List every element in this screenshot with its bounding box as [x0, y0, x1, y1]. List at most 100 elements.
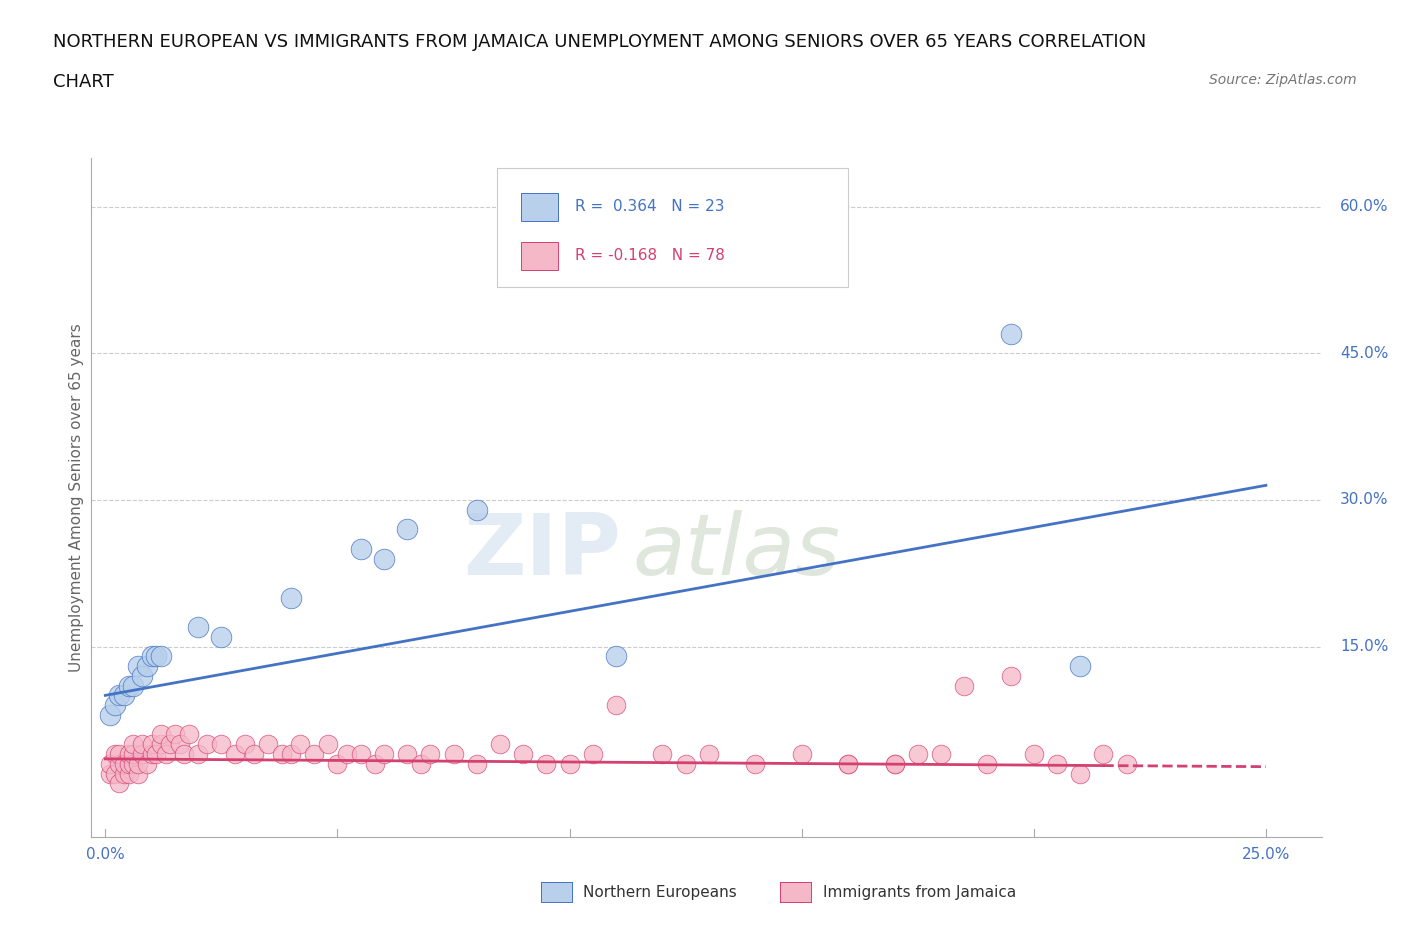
- Point: [1000, 326, 1022, 341]
- Text: CHART: CHART: [53, 73, 114, 90]
- FancyBboxPatch shape: [520, 193, 558, 221]
- Point: [1000, 669, 1022, 684]
- Point: [605, 649, 627, 664]
- FancyBboxPatch shape: [498, 168, 848, 287]
- Point: [373, 747, 395, 762]
- Point: [127, 766, 149, 781]
- Point: [744, 756, 766, 771]
- Text: R =  0.364   N = 23: R = 0.364 N = 23: [575, 199, 724, 215]
- Point: [209, 737, 232, 751]
- Point: [489, 737, 512, 751]
- Point: [117, 747, 139, 762]
- Point: [122, 678, 145, 693]
- Point: [131, 747, 153, 762]
- Point: [256, 737, 278, 751]
- Point: [419, 747, 441, 762]
- Point: [316, 737, 339, 751]
- Point: [155, 747, 177, 762]
- Point: [536, 756, 558, 771]
- Point: [98, 756, 121, 771]
- Point: [837, 756, 859, 771]
- Point: [145, 747, 167, 762]
- Point: [209, 630, 232, 644]
- Point: [675, 259, 697, 273]
- Point: [558, 756, 581, 771]
- Point: [150, 737, 173, 751]
- Point: [141, 747, 163, 762]
- Text: 45.0%: 45.0%: [1340, 346, 1389, 361]
- Point: [582, 747, 605, 762]
- Point: [108, 756, 131, 771]
- Point: [150, 727, 173, 742]
- Point: [112, 756, 135, 771]
- Point: [122, 756, 145, 771]
- FancyBboxPatch shape: [520, 242, 558, 270]
- Point: [136, 658, 159, 673]
- Point: [122, 747, 145, 762]
- Point: [104, 698, 127, 712]
- Point: [336, 747, 359, 762]
- Point: [177, 727, 200, 742]
- Point: [117, 766, 139, 781]
- Point: [1115, 756, 1137, 771]
- Point: [131, 737, 153, 751]
- Point: [350, 541, 373, 556]
- Point: [350, 747, 373, 762]
- Point: [108, 688, 131, 703]
- Point: [363, 756, 385, 771]
- Text: 60.0%: 60.0%: [1340, 199, 1389, 215]
- Point: [112, 766, 135, 781]
- Text: 25.0%: 25.0%: [1241, 847, 1291, 862]
- Point: [104, 766, 127, 781]
- Y-axis label: Unemployment Among Seniors over 65 years: Unemployment Among Seniors over 65 years: [69, 324, 84, 671]
- Point: [127, 756, 149, 771]
- Point: [1046, 756, 1069, 771]
- Point: [280, 591, 302, 605]
- Point: [141, 737, 163, 751]
- Point: [605, 698, 627, 712]
- Point: [122, 737, 145, 751]
- Text: Immigrants from Jamaica: Immigrants from Jamaica: [823, 885, 1015, 900]
- Point: [1022, 747, 1045, 762]
- Point: [512, 747, 534, 762]
- Point: [976, 756, 998, 771]
- Point: [108, 747, 131, 762]
- Text: 15.0%: 15.0%: [1340, 639, 1389, 654]
- Point: [883, 756, 905, 771]
- Point: [326, 756, 349, 771]
- Point: [187, 619, 209, 634]
- Point: [953, 678, 976, 693]
- Text: 0.0%: 0.0%: [86, 847, 125, 862]
- Point: [136, 756, 159, 771]
- Text: R = -0.168   N = 78: R = -0.168 N = 78: [575, 248, 724, 263]
- Point: [396, 522, 419, 537]
- Point: [233, 737, 256, 751]
- Point: [675, 756, 697, 771]
- Point: [651, 747, 673, 762]
- Point: [127, 658, 149, 673]
- Text: atlas: atlas: [633, 511, 841, 593]
- Point: [98, 708, 121, 723]
- Point: [1069, 766, 1091, 781]
- Point: [104, 747, 127, 762]
- Point: [883, 756, 905, 771]
- Point: [112, 688, 135, 703]
- Point: [117, 756, 139, 771]
- Point: [465, 756, 488, 771]
- Point: [1069, 658, 1091, 673]
- Point: [929, 747, 952, 762]
- Point: [280, 747, 302, 762]
- Point: [697, 747, 720, 762]
- Point: [373, 551, 395, 566]
- Point: [98, 766, 121, 781]
- Point: [197, 737, 219, 751]
- Point: [270, 747, 292, 762]
- Point: [409, 756, 432, 771]
- Point: [443, 747, 465, 762]
- Point: [117, 678, 139, 693]
- Point: [169, 737, 191, 751]
- Point: [243, 747, 266, 762]
- Point: [187, 747, 209, 762]
- Text: Northern Europeans: Northern Europeans: [583, 885, 737, 900]
- Text: ZIP: ZIP: [463, 511, 620, 593]
